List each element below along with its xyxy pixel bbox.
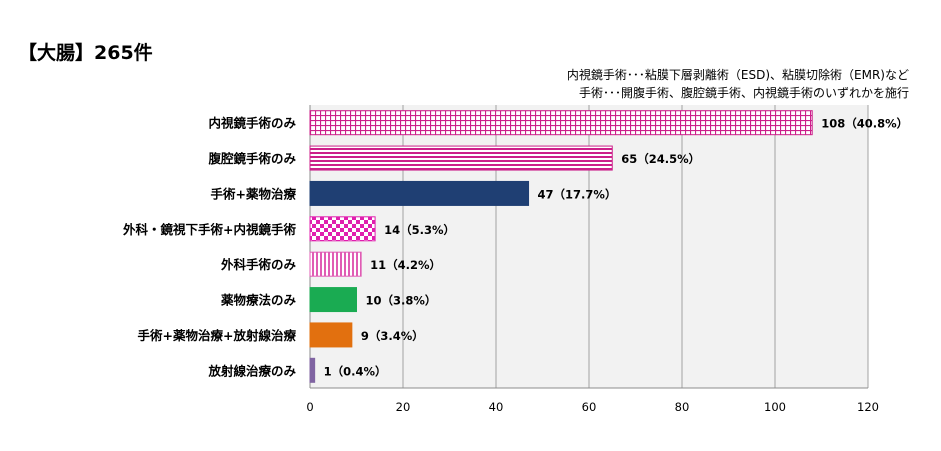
bar [309,145,613,171]
category-label: 内視鏡手術のみ [208,116,296,131]
value-label: 11（4.2%） [370,258,441,272]
value-label: 65（24.5%） [621,152,700,166]
value-label: 9（3.4%） [361,329,424,343]
bar [309,251,362,277]
x-tick-label: 0 [306,400,313,414]
bar [309,216,376,242]
category-label: 腹腔鏡手術のみ [208,151,296,166]
category-label: 手術+薬物治療 [211,186,297,201]
x-tick-label: 100 [764,400,786,414]
note-surgery: 手術･･･開腹手術、腹腔鏡手術、内視鏡手術のいずれかを施行 [578,86,909,100]
x-tick-label: 80 [675,400,690,414]
bar [309,322,353,348]
category-label: 外科手術のみ [220,257,297,272]
x-tick-label: 120 [857,400,879,414]
category-label: 薬物療法のみ [220,293,297,308]
bar [309,357,316,383]
category-label: 放射線治療のみ [207,363,296,378]
value-label: 10（3.8%） [366,294,437,308]
x-tick-label: 40 [489,400,504,414]
value-label: 1（0.4%） [324,364,387,378]
value-label: 47（17.7%） [538,187,617,201]
value-label: 14（5.3%） [384,223,455,237]
x-tick-label: 60 [582,400,597,414]
chart-title: 【大腸】265件 [18,42,153,64]
bar [309,110,813,136]
bar [309,180,530,206]
note-endoscopic-surgery: 内視鏡手術･･･粘膜下層剥離術（ESD)、粘膜切除術（EMR)など [566,68,909,82]
category-label: 手術+薬物治療+放射線治療 [138,328,297,343]
x-tick-label: 20 [396,400,411,414]
value-label: 108（40.8%） [821,117,908,131]
category-label: 外科・鏡視下手術+内視鏡手術 [122,222,296,237]
bar [309,287,357,313]
